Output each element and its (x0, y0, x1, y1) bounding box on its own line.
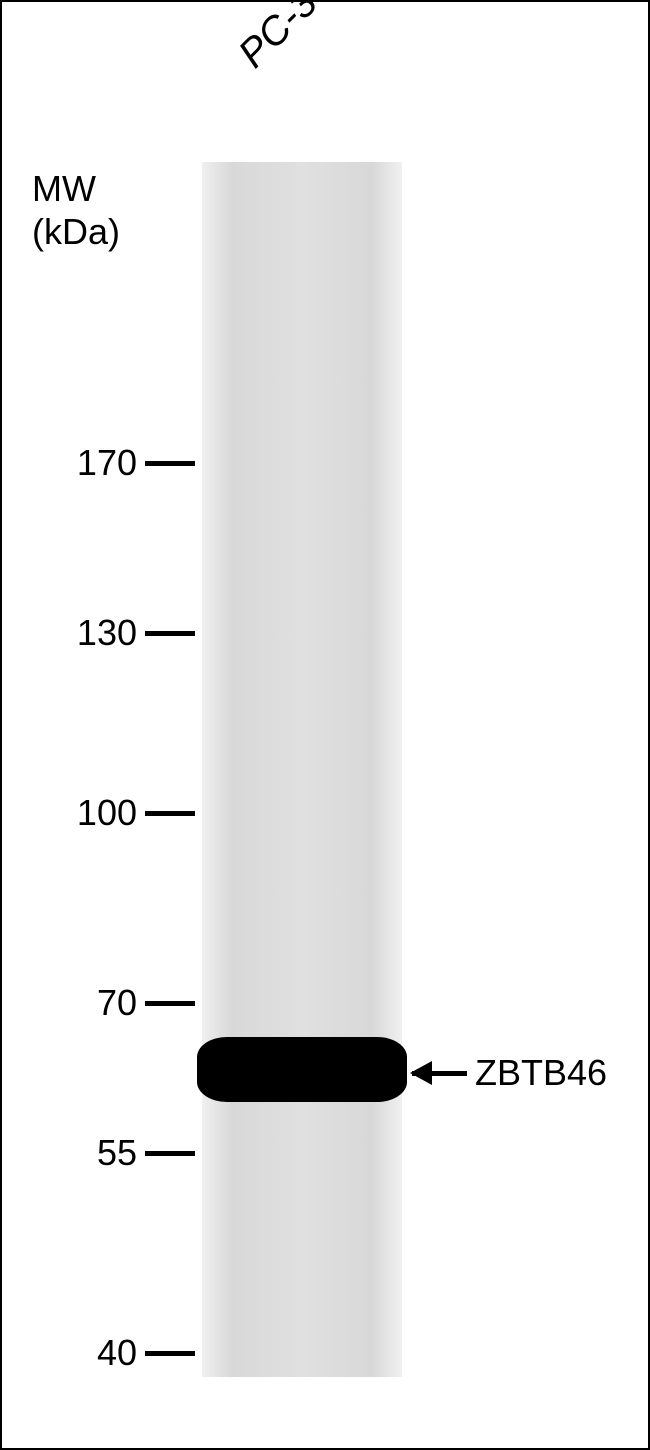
mw-marker-tick (145, 1151, 195, 1156)
mw-marker: 130 (47, 612, 195, 654)
mw-marker-label: 70 (47, 982, 137, 1024)
mw-marker-tick (145, 1001, 195, 1006)
mw-marker: 40 (47, 1332, 195, 1374)
mw-marker-tick (145, 461, 195, 466)
band-label: ZBTB46 (475, 1052, 607, 1094)
mw-marker: 70 (47, 982, 195, 1024)
mw-marker-label: 55 (47, 1132, 137, 1174)
arrow-line (412, 1071, 467, 1076)
mw-header: MW (kDa) (32, 167, 120, 253)
mw-marker: 100 (47, 792, 195, 834)
mw-line1: MW (32, 167, 120, 210)
protein-band (197, 1037, 407, 1102)
mw-marker-tick (145, 811, 195, 816)
mw-line2: (kDa) (32, 210, 120, 253)
mw-marker: 55 (47, 1132, 195, 1174)
band-arrow: ZBTB46 (412, 1052, 607, 1094)
lane-label: PC-3 (230, 0, 326, 77)
mw-marker-label: 40 (47, 1332, 137, 1374)
mw-marker-tick (145, 1351, 195, 1356)
western-blot-figure: MW (kDa) PC-3 ZBTB46 170 130 100 70 55 40 (2, 2, 648, 1448)
arrow-head-icon (410, 1061, 432, 1085)
mw-marker-tick (145, 631, 195, 636)
mw-marker-label: 170 (47, 442, 137, 484)
mw-marker-label: 100 (47, 792, 137, 834)
mw-marker-label: 130 (47, 612, 137, 654)
gel-lane (202, 162, 402, 1377)
mw-marker: 170 (47, 442, 195, 484)
